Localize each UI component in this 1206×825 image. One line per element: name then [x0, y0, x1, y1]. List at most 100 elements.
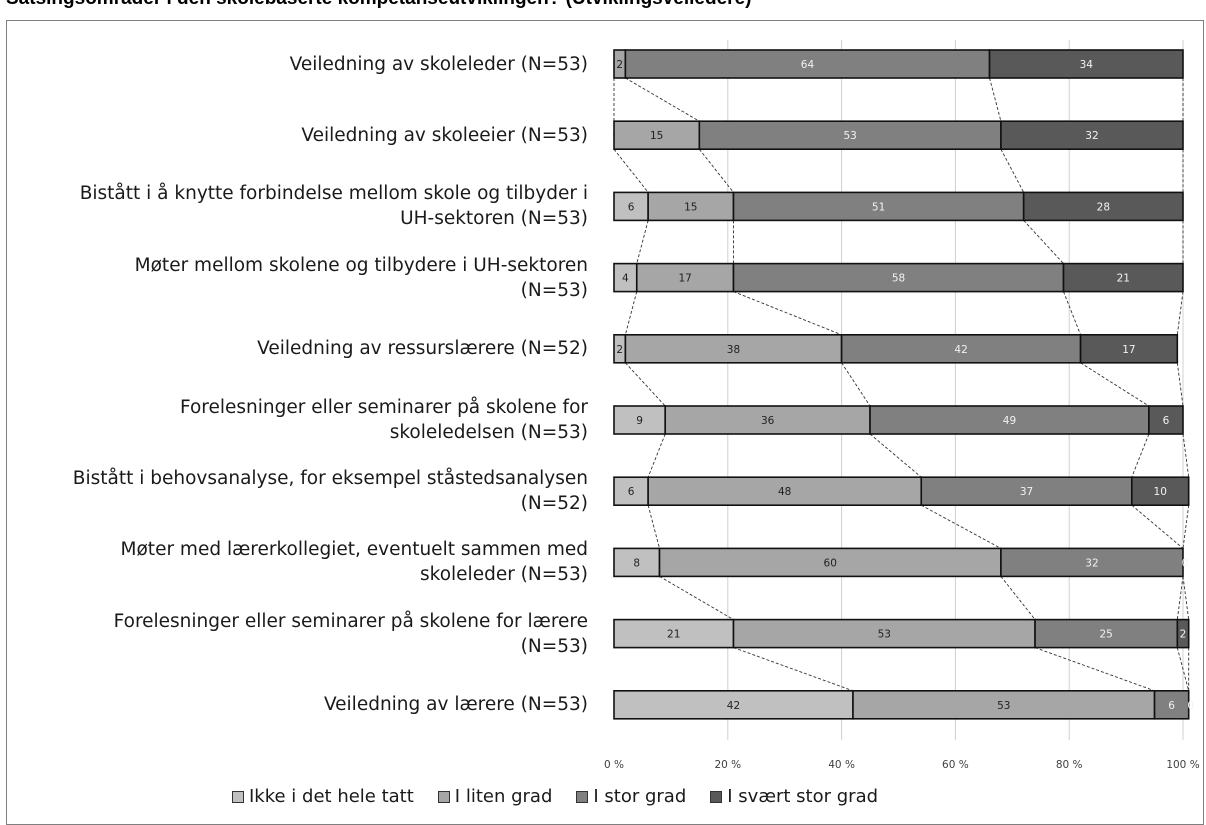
data-label: 6: [1168, 700, 1175, 712]
category-label-line: Veiledning av lærere (N=53): [323, 694, 588, 716]
series-line: [1176, 576, 1184, 620]
data-label: 58: [892, 273, 905, 285]
bar-segment: [920, 476, 1133, 507]
data-label: 53: [843, 130, 856, 142]
chart-title: Satsingsområder i den skolebaserte kompe…: [6, 0, 751, 10]
series-line: [624, 291, 638, 335]
data-label: 37: [1020, 486, 1033, 498]
category-label-line: UH-sektoren (N=53): [400, 208, 588, 230]
data-label: 42: [727, 700, 740, 712]
data-label: 6: [1163, 415, 1170, 427]
bar-segment: [613, 476, 649, 507]
series-line: [1176, 647, 1190, 691]
series-line: [733, 291, 842, 336]
data-label: 2: [1180, 629, 1187, 641]
series-line: [1131, 504, 1184, 549]
category-label-line: Veiledning av skoleleder (N=53): [289, 53, 588, 75]
data-label: 0: [1187, 700, 1194, 712]
legend-item: I svært stor grad: [710, 786, 878, 807]
bar-segment: [664, 405, 871, 435]
x-tick-label: 80 %: [1056, 759, 1083, 771]
bar-segment: [613, 689, 854, 720]
data-label: 17: [678, 273, 691, 285]
category-label: Møter mellom skolene og tilbydere i UH-s…: [10, 253, 588, 303]
series-line: [625, 77, 700, 122]
bar-segment: [732, 262, 1065, 293]
series-line: [1182, 505, 1190, 549]
category-label-line: (N=53): [520, 279, 588, 301]
data-label: 10: [1154, 486, 1167, 498]
series-line: [921, 504, 1002, 549]
category-label: Forelesninger eller seminarer på skolene…: [10, 395, 588, 445]
bar-segment: [1062, 262, 1184, 293]
series-line: [647, 433, 666, 478]
category-label-line: Møter mellom skolene og tilbydere i UH-s…: [134, 254, 588, 276]
bar-segment: [988, 49, 1184, 79]
data-label: 2: [616, 344, 623, 356]
bar-segment: [1148, 405, 1184, 435]
legend-swatch: [710, 790, 723, 803]
legend-swatch: [576, 790, 589, 803]
x-tick-label: 60 %: [942, 759, 969, 771]
data-label: 48: [778, 486, 791, 498]
data-label: 60: [824, 557, 837, 569]
bar-segment: [732, 191, 1025, 222]
bar-segment: [840, 333, 1082, 364]
bar-segment: [732, 618, 1036, 649]
legend: Ikke i det hele tatt I liten grad I stor g…: [232, 786, 878, 807]
category-label: Veiledning av lærere (N=53): [10, 692, 588, 717]
series-line: [1034, 647, 1155, 692]
bar-segment: [1022, 191, 1184, 222]
data-label: 34: [1080, 59, 1094, 71]
legend-label: I stor grad: [593, 786, 687, 807]
bar-segment: [613, 405, 667, 435]
data-label: 21: [1117, 273, 1130, 285]
bar-segment: [647, 191, 735, 222]
category-label: Forelesninger eller seminarer på skolene…: [10, 609, 588, 659]
bar-segment: [869, 405, 1150, 435]
bar-segment: [1130, 476, 1190, 507]
category-label-line: skoleledelsen (N=53): [389, 422, 588, 443]
data-label: 49: [1003, 415, 1016, 427]
category-label: Veiledning av skoleeier (N=53): [10, 123, 588, 148]
series-line: [1063, 291, 1081, 335]
category-label-line: Møter med lærerkollegiet, eventuelt samm…: [120, 539, 588, 561]
bar-segment: [1153, 689, 1190, 720]
data-label: 42: [954, 344, 967, 356]
data-label: 32: [1085, 130, 1098, 142]
series-line: [1176, 291, 1184, 335]
bar-segment: [624, 333, 843, 364]
legend-item: Ikke i det hele tatt: [232, 786, 414, 807]
bar-segment: [1079, 333, 1179, 364]
data-label: 51: [872, 201, 885, 213]
series-line: [1000, 576, 1036, 620]
data-label: 53: [878, 629, 891, 641]
legend-label: I liten grad: [454, 786, 553, 807]
bar-segment: [647, 476, 923, 507]
category-label: Møter med lærerkollegiet, eventuelt samm…: [10, 537, 588, 587]
series-line: [1182, 433, 1190, 478]
x-tick-label: 0 %: [604, 759, 624, 771]
category-label-line: Bistått i behovsanalyse, for eksempel st…: [72, 468, 588, 490]
series-line: [1176, 362, 1184, 407]
series-line: [647, 505, 660, 549]
data-label: 15: [684, 201, 697, 213]
series-line: [989, 77, 1002, 122]
series-line: [869, 433, 922, 478]
data-label: 2: [616, 59, 623, 71]
legend-label: I svært stor grad: [727, 786, 879, 807]
bar-segment: [613, 120, 701, 150]
data-label: 21: [667, 629, 680, 641]
x-tick-label: 40 %: [828, 759, 855, 771]
x-tick-label: 20 %: [714, 759, 741, 771]
data-label: 53: [997, 700, 1010, 712]
data-label: 15: [650, 130, 663, 142]
series-line: [636, 220, 649, 264]
legend-item: I stor grad: [576, 786, 686, 807]
category-label-line: (N=53): [520, 635, 588, 657]
category-label: Veiledning av skoleleder (N=53): [10, 52, 588, 77]
bar-segment: [613, 191, 649, 222]
bar-segment: [1000, 120, 1184, 150]
series-line: [1023, 220, 1064, 264]
data-label: 32: [1085, 557, 1098, 569]
